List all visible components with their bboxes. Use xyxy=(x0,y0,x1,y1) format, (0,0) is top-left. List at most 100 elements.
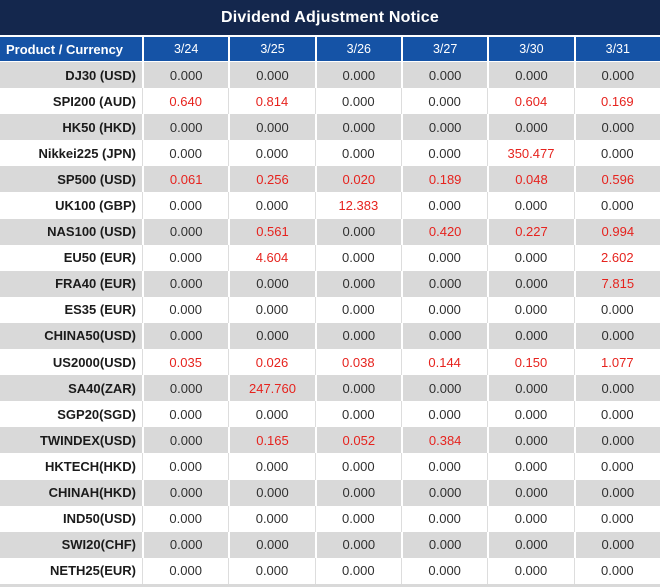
column-header-product: Product / Currency xyxy=(6,41,124,57)
column-header-date-5: 3/30 xyxy=(487,37,573,61)
value-cell: 0.000 xyxy=(314,140,401,167)
value-cell: 0.000 xyxy=(573,296,660,323)
value-cell: 0.994 xyxy=(573,218,660,245)
value-cell: 0.000 xyxy=(142,531,228,558)
value-cell: 247.760 xyxy=(228,375,314,402)
value-cell: 0.000 xyxy=(142,505,228,532)
value-cell: 0.000 xyxy=(487,557,573,584)
value-cell: 0.000 xyxy=(142,114,228,141)
value-cell: 0.000 xyxy=(228,505,314,532)
product-cell: HK50 (HKD) xyxy=(62,119,136,135)
value-cell: 0.000 xyxy=(228,557,314,584)
value-cell: 0.000 xyxy=(573,479,660,506)
value-cell: 0.000 xyxy=(400,192,487,219)
title-bar: Dividend Adjustment Notice xyxy=(0,0,660,37)
product-cell: HKTECH(HKD) xyxy=(45,458,136,474)
table-row: DJ30 (USD) 0.000 0.000 0.000 0.000 0.000 0.000 xyxy=(0,62,660,89)
value-cell: 0.000 xyxy=(314,401,401,428)
table-row: IND50(USD) 0.000 0.000 0.000 0.000 0.000 0.000 xyxy=(0,505,660,532)
value-cell: 0.020 xyxy=(314,166,401,193)
value-cell: 0.000 xyxy=(142,140,228,167)
product-cell: SWI20(CHF) xyxy=(61,537,136,553)
value-cell: 0.048 xyxy=(487,166,573,193)
value-cell: 0.000 xyxy=(142,479,228,506)
value-cell: 0.000 xyxy=(400,322,487,350)
value-cell: 0.000 xyxy=(400,244,487,271)
value-cell: 0.000 xyxy=(314,557,401,584)
product-cell: SP500 (USD) xyxy=(57,171,136,187)
product-cell: FRA40 (EUR) xyxy=(55,276,136,292)
value-cell: 0.000 xyxy=(142,218,228,245)
value-cell: 0.000 xyxy=(228,479,314,506)
value-cell: 2.602 xyxy=(573,244,660,271)
product-cell: NAS100 (USD) xyxy=(47,224,136,240)
table-row: NAS100 (USD) 0.000 0.561 0.000 0.420 0.227 0.9… xyxy=(0,218,660,245)
product-cell: IND50(USD) xyxy=(63,511,136,527)
value-cell: 0.000 xyxy=(142,557,228,584)
value-cell: 0.000 xyxy=(573,427,660,454)
value-cell: 0.000 xyxy=(400,401,487,428)
value-cell: 0.000 xyxy=(142,375,228,402)
value-cell: 0.000 xyxy=(400,557,487,584)
value-cell: 0.000 xyxy=(487,322,573,350)
value-cell: 0.000 xyxy=(573,453,660,480)
table-row: UK100 (GBP) 0.000 0.000 12.383 0.000 0.000 0.0… xyxy=(0,192,660,219)
table-row: FRA40 (EUR) 0.000 0.000 0.000 0.000 0.000 7.81… xyxy=(0,270,660,297)
value-cell: 0.144 xyxy=(400,349,487,376)
value-cell: 0.000 xyxy=(314,322,401,350)
value-cell: 0.000 xyxy=(228,296,314,323)
value-cell: 0.256 xyxy=(228,166,314,193)
value-cell: 0.000 xyxy=(573,114,660,141)
value-cell: 0.000 xyxy=(314,296,401,323)
value-cell: 0.150 xyxy=(487,349,573,376)
value-cell: 0.169 xyxy=(573,88,660,115)
value-cell: 0.000 xyxy=(228,62,314,89)
value-cell: 0.000 xyxy=(142,453,228,480)
value-cell: 0.000 xyxy=(487,427,573,454)
value-cell: 0.000 xyxy=(314,114,401,141)
table-row: SWI20(CHF) 0.000 0.000 0.000 0.000 0.000 0.000 xyxy=(0,531,660,558)
value-cell: 0.000 xyxy=(573,192,660,219)
product-cell: SPI200 (AUD) xyxy=(52,93,136,109)
value-cell: 0.000 xyxy=(228,453,314,480)
value-cell: 0.000 xyxy=(314,453,401,480)
value-cell: 0.814 xyxy=(228,88,314,115)
value-cell: 0.000 xyxy=(487,62,573,89)
value-cell: 0.189 xyxy=(400,166,487,193)
value-cell: 0.000 xyxy=(573,531,660,558)
table-row: US2000(USD) 0.035 0.026 0.038 0.144 0.150 1.07… xyxy=(0,349,660,376)
table-row: SGP20(SGD) 0.000 0.000 0.000 0.000 0.000 0.000 xyxy=(0,401,660,428)
value-cell: 0.000 xyxy=(142,244,228,271)
table-row: Nikkei225 (JPN) 0.000 0.000 0.000 0.000 350.4… xyxy=(0,140,660,167)
table-row: SP500 (USD) 0.061 0.256 0.020 0.189 0.048 0.59… xyxy=(0,166,660,193)
value-cell: 0.000 xyxy=(400,88,487,115)
value-cell: 0.000 xyxy=(400,505,487,532)
value-cell: 0.604 xyxy=(487,88,573,115)
value-cell: 0.000 xyxy=(400,296,487,323)
table-row: HKTECH(HKD) 0.000 0.000 0.000 0.000 0.000 0.00… xyxy=(0,453,660,480)
value-cell: 0.165 xyxy=(228,427,314,454)
column-header-date-4: 3/27 xyxy=(400,37,487,61)
value-cell: 0.000 xyxy=(314,88,401,115)
value-cell: 0.000 xyxy=(142,192,228,219)
product-cell: EU50 (EUR) xyxy=(63,250,136,266)
value-cell: 0.000 xyxy=(573,322,660,350)
table-row: HK50 (HKD) 0.000 0.000 0.000 0.000 0.000 0.000 xyxy=(0,114,660,141)
column-header-date-6: 3/31 xyxy=(573,37,660,61)
value-cell: 0.000 xyxy=(400,375,487,402)
value-cell: 350.477 xyxy=(487,140,573,167)
table-row: CHINA50(USD) 0.000 0.000 0.000 0.000 0.000 0.0… xyxy=(0,322,660,350)
value-cell: 0.000 xyxy=(573,557,660,584)
value-cell: 0.000 xyxy=(487,401,573,428)
value-cell: 0.000 xyxy=(142,401,228,428)
value-cell: 0.000 xyxy=(142,270,228,297)
value-cell: 0.000 xyxy=(228,114,314,141)
page-title: Dividend Adjustment Notice xyxy=(221,8,439,26)
table-row: EU50 (EUR) 0.000 4.604 0.000 0.000 0.000 2.602 xyxy=(0,244,660,271)
value-cell: 0.000 xyxy=(314,531,401,558)
column-header-date-2: 3/25 xyxy=(228,37,314,61)
value-cell: 0.052 xyxy=(314,427,401,454)
value-cell: 0.000 xyxy=(400,62,487,89)
value-cell: 0.000 xyxy=(142,322,228,350)
value-cell: 0.000 xyxy=(314,218,401,245)
